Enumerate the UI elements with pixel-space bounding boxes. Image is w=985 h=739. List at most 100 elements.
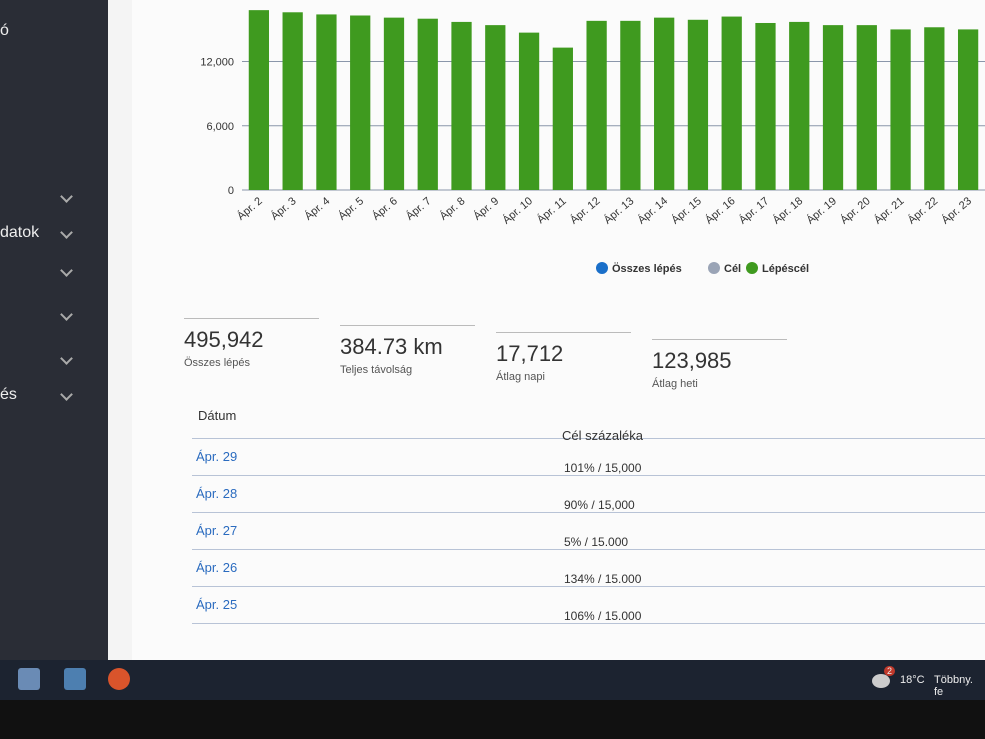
x-tick-label: Ápr. 8	[437, 194, 467, 222]
weather: Többny. fe	[934, 674, 973, 698]
chevron[interactable]	[60, 388, 73, 401]
header-cell: Cél százaléka	[562, 428, 643, 443]
bar	[721, 16, 742, 191]
date-link[interactable]: Ápr. 29	[196, 449, 238, 464]
stat-value: 495,942	[184, 327, 264, 352]
bar	[822, 25, 844, 191]
chevron[interactable]	[60, 226, 73, 239]
stat-value: 384.73 km	[340, 334, 443, 359]
bar	[620, 20, 641, 190]
bar	[383, 17, 405, 190]
goal-percent: 106% / 15.000	[564, 609, 642, 623]
date-link[interactable]: Ápr. 28	[196, 486, 238, 501]
goal-percent: 90% / 15,000	[564, 498, 635, 512]
stat-label: Összes lépés	[184, 357, 251, 369]
legend-label: Cél	[724, 263, 741, 275]
stat: 17,712 Átlag napi	[496, 332, 631, 383]
bar	[518, 32, 540, 190]
table: Dátum Cél százaléka Ápr. 29 101% / 15,000…	[192, 402, 985, 624]
bar	[282, 12, 303, 191]
y-tick-label: 12,000	[200, 57, 234, 69]
stat-label: Átlag napi	[496, 371, 545, 383]
legend-swatch	[746, 262, 758, 274]
x-tick-label: Ápr. 20	[838, 194, 873, 226]
y-tick-label: 0	[228, 185, 234, 197]
x-tick-label: Ápr. 11	[534, 194, 568, 226]
stat-label: Átlag heti	[652, 378, 698, 390]
chevron[interactable]	[60, 352, 73, 365]
header-cell: Dátum	[198, 408, 237, 423]
app-icon[interactable]	[64, 668, 86, 690]
bar	[856, 25, 877, 191]
date-link[interactable]: Ápr. 25	[196, 597, 238, 612]
main: 0 6,000 12,000 Ápr. 2 Ápr. 3 Ápr. 4 Ápr. 5 Ápr.…	[108, 0, 985, 660]
stat-label: Teljes távolság	[340, 364, 413, 376]
x-tick-label: Ápr. 9	[471, 194, 501, 222]
x-tick-label: Ápr. 14	[635, 194, 670, 226]
stat-value: 123,985	[652, 348, 732, 373]
goal-percent: 101% / 15,000	[564, 461, 642, 475]
x-tick-label: Ápr. 19	[804, 194, 839, 226]
chevron[interactable]	[60, 190, 73, 203]
x-tick-label: Ápr. 17	[736, 194, 771, 226]
legend-label: Összes lépés	[612, 262, 682, 275]
table-row: Ápr. 29 101% / 15,000	[192, 439, 985, 476]
bar	[451, 21, 472, 190]
legend-label: Lépéscél	[762, 263, 809, 275]
sidebar-item[interactable]: és	[0, 386, 17, 403]
x-tick-label: Ápr. 10	[500, 194, 535, 226]
bar	[586, 20, 607, 190]
table-row: Ápr. 25 106% / 15.000	[192, 587, 985, 624]
table-row: Ápr. 28 90% / 15,000	[192, 476, 985, 513]
bar	[687, 19, 709, 190]
x-tick-label: Ápr. 22	[905, 194, 940, 226]
bar	[890, 29, 911, 191]
badge: 2	[884, 666, 896, 676]
table-header: Dátum Cél százaléka	[192, 402, 985, 443]
x-tick-label: Ápr. 15	[669, 194, 704, 226]
chevron[interactable]	[60, 308, 73, 321]
x-tick-label: Ápr. 7	[403, 194, 433, 222]
stat: 495,942 Összes lépés	[184, 318, 319, 369]
table-row: Ápr. 26 134% / 15.000	[192, 550, 985, 587]
bar	[350, 15, 371, 191]
stat: 123,985 Átlag heti	[652, 339, 787, 390]
sidebar-item[interactable]: ó	[0, 22, 9, 39]
bar	[552, 47, 573, 191]
x-tick-label: Ápr. 12	[567, 194, 602, 226]
bar	[417, 18, 438, 190]
weather-icon[interactable]	[872, 674, 890, 688]
x-tick-label: Ápr. 13	[601, 194, 636, 226]
legend-swatch	[596, 262, 608, 274]
table-row: Ápr. 27 5% / 15.000	[192, 513, 985, 550]
panel: 0 6,000 12,000 Ápr. 2 Ápr. 3 Ápr. 4 Ápr. 5 Ápr.…	[132, 0, 985, 660]
x-tick-label: Ápr. 3	[268, 194, 298, 222]
app-icon[interactable]	[108, 668, 130, 690]
bar	[755, 22, 776, 190]
date-link[interactable]: Ápr. 27	[196, 523, 238, 538]
x-tick-label: Ápr. 23	[939, 194, 974, 226]
date-link[interactable]: Ápr. 26	[196, 560, 238, 575]
sidebar: ó datok és	[0, 0, 108, 660]
stat-value: 17,712	[496, 341, 564, 366]
stat: 384.73 km Teljes távolság	[340, 325, 475, 376]
bar	[789, 21, 810, 190]
bar	[248, 10, 270, 191]
app-icon[interactable]	[18, 668, 40, 690]
x-tick-label: Ápr. 2	[234, 194, 264, 222]
bar	[485, 25, 506, 191]
bar	[654, 17, 675, 190]
x-tick-label: Ápr. 21	[871, 194, 906, 226]
sidebar-item[interactable]: datok	[0, 224, 40, 241]
goal-percent: 5% / 15.000	[564, 535, 629, 549]
bar	[924, 27, 945, 191]
x-tick-label: Ápr. 16	[703, 194, 738, 226]
bar	[957, 29, 979, 191]
legend-swatch	[708, 262, 720, 274]
goal-percent: 134% / 15.000	[564, 572, 642, 586]
chevron[interactable]	[60, 264, 73, 277]
x-tick-label: Ápr. 18	[770, 194, 805, 226]
x-tick-label: Ápr. 5	[336, 194, 366, 222]
